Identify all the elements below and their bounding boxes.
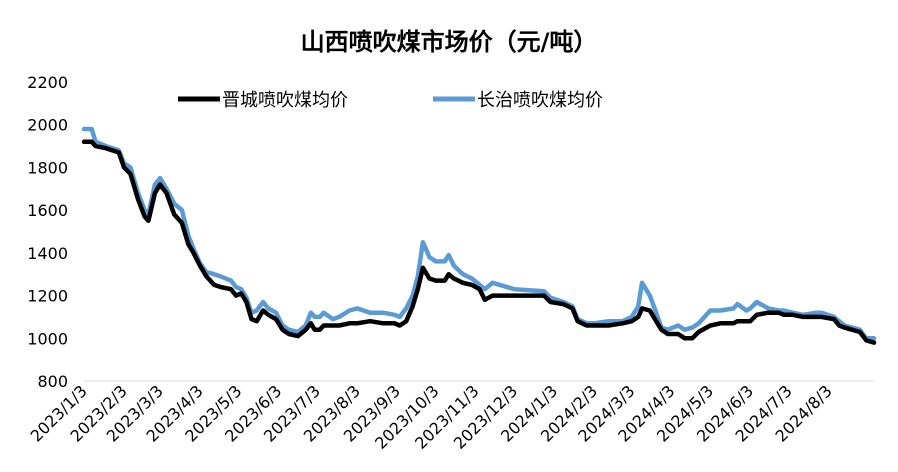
- y-tick-label: 800: [37, 372, 68, 391]
- y-tick-label: 1200: [27, 287, 68, 306]
- y-tick-label: 1600: [27, 201, 68, 220]
- y-axis: 800 1000 1200 1400 1600 1800 2000 2200: [27, 73, 68, 391]
- legend-label-jincheng: 晋城喷吹煤均价: [222, 90, 348, 111]
- series-line-changzhi: [81, 126, 877, 341]
- series-line-jincheng: [81, 139, 877, 345]
- y-tick-label: 2000: [27, 116, 68, 135]
- x-axis: 2023/1/32023/2/32023/3/32023/4/32023/5/3…: [27, 380, 874, 453]
- legend: 晋城喷吹煤均价 长治喷吹煤均价: [178, 90, 603, 111]
- y-tick-label: 2200: [27, 73, 68, 92]
- chart-title: 山西喷吹煤市场价（元/吨）: [301, 28, 598, 56]
- y-tick-label: 1400: [27, 244, 68, 263]
- y-tick-label: 1800: [27, 158, 68, 177]
- series-group: [81, 126, 877, 345]
- y-tick-label: 1000: [27, 329, 68, 348]
- legend-label-changzhi: 长治喷吹煤均价: [477, 90, 603, 111]
